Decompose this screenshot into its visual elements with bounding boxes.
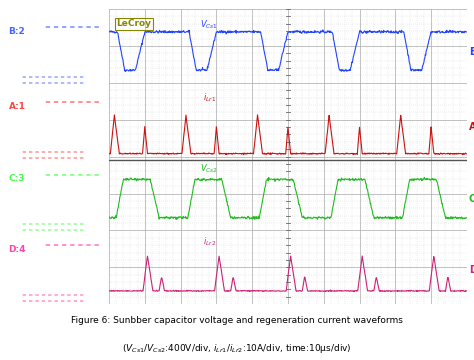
Text: Figure 6: Sunbber capacitor voltage and regeneration current waveforms: Figure 6: Sunbber capacitor voltage and … <box>71 316 403 325</box>
Text: = = = = = = = = = =: = = = = = = = = = = <box>22 222 84 227</box>
Text: = = = = = = = = = =: = = = = = = = = = = <box>22 228 84 233</box>
Text: D: D <box>469 265 474 275</box>
Text: $V_{Cs2}$: $V_{Cs2}$ <box>200 162 218 175</box>
Text: B:2: B:2 <box>9 27 25 36</box>
Text: B: B <box>469 47 474 57</box>
Text: = = = = = = = = = =: = = = = = = = = = = <box>22 299 84 304</box>
Text: 400 V: 400 V <box>9 61 34 70</box>
Text: $i_{Lr1}$: $i_{Lr1}$ <box>203 91 216 104</box>
Text: 10 μs: 10 μs <box>9 119 34 128</box>
Text: 10.0 A: 10.0 A <box>9 280 38 289</box>
Text: = = = = = = = = = =: = = = = = = = = = = <box>22 75 84 80</box>
Text: = = = = = = =: = = = = = = = <box>45 99 100 105</box>
Text: 10 μs: 10 μs <box>9 262 34 271</box>
Text: = = = = = = = = = =: = = = = = = = = = = <box>22 150 84 155</box>
Text: D:4: D:4 <box>9 245 26 254</box>
Text: = = = = = = =: = = = = = = = <box>45 171 100 177</box>
Text: 10.0 A: 10.0 A <box>9 136 38 145</box>
Text: A: A <box>469 122 474 132</box>
Text: LeCroy: LeCroy <box>116 19 151 28</box>
Text: A:1: A:1 <box>9 102 26 111</box>
Text: = = = = = = =: = = = = = = = <box>45 24 100 30</box>
Text: = = = = = = = = = =: = = = = = = = = = = <box>22 81 84 86</box>
Text: 10 μs: 10 μs <box>9 192 34 201</box>
Text: 400 V: 400 V <box>9 209 34 218</box>
Text: 10 μs: 10 μs <box>9 44 34 53</box>
Text: C:3: C:3 <box>9 174 25 183</box>
Text: = = = = = = = = = =: = = = = = = = = = = <box>22 293 84 298</box>
Text: ($V_{Cs1}$/$V_{Cs2}$:400V/div, $i_{Lr1}$/$i_{Lr2}$:10A/div, time:10μs/div): ($V_{Cs1}$/$V_{Cs2}$:400V/div, $i_{Lr1}$… <box>122 342 352 355</box>
Text: = = = = = = = = = =: = = = = = = = = = = <box>22 156 84 161</box>
Text: $V_{Cs1}$: $V_{Cs1}$ <box>200 19 218 31</box>
Text: C: C <box>469 194 474 204</box>
Text: = = = = = = =: = = = = = = = <box>45 242 100 248</box>
Text: $i_{Lr2}$: $i_{Lr2}$ <box>203 236 216 248</box>
